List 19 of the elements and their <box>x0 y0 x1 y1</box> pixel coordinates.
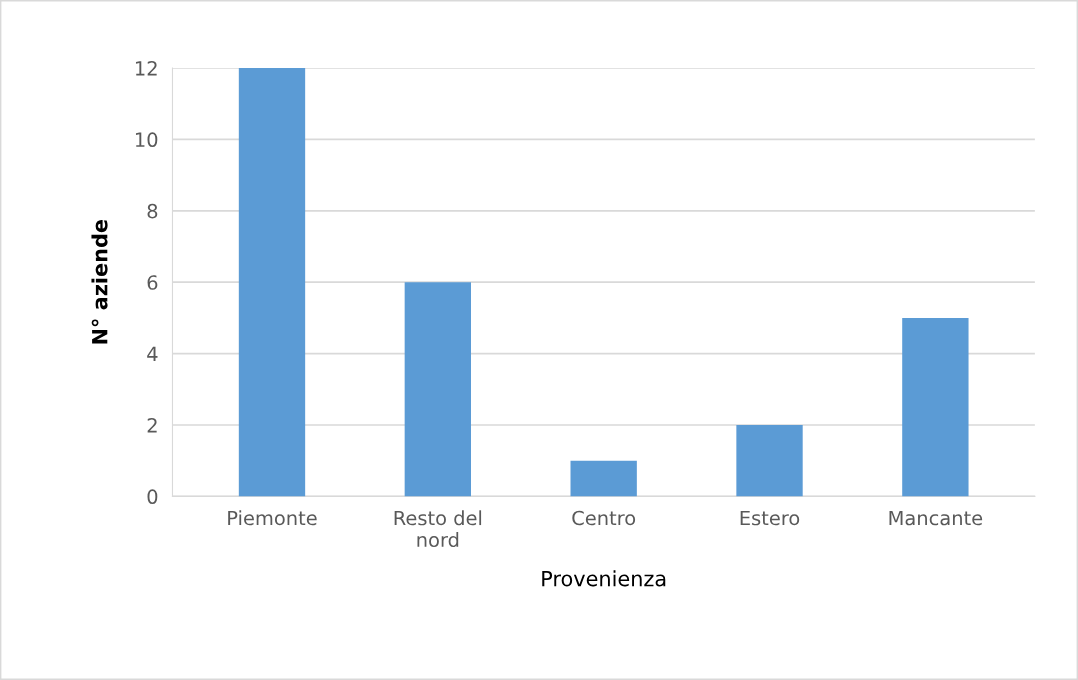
bar <box>902 317 969 497</box>
y-tick-label: 0 <box>147 489 158 505</box>
x-axis-title: Provenienza <box>542 570 666 587</box>
x-tick-label: Estero <box>740 510 800 526</box>
y-tick-label: 6 <box>147 275 158 290</box>
x-tick-label: Mancante <box>889 510 983 526</box>
x-tick-label: Piemonte <box>228 510 317 526</box>
y-tick-label: 2 <box>147 417 157 433</box>
bar <box>736 425 803 497</box>
x-tick-label: Centro <box>572 510 636 526</box>
y-axis-title: N° aziende <box>91 219 108 344</box>
y-tick-label: 12 <box>135 60 157 76</box>
y-tick-label: 4 <box>147 346 158 361</box>
bar <box>404 282 471 497</box>
x-tick-label: Resto del nord <box>394 510 482 548</box>
bar <box>238 68 306 497</box>
bar <box>570 460 637 497</box>
y-tick-label: 8 <box>147 203 158 219</box>
y-tick-label: 10 <box>135 132 158 148</box>
